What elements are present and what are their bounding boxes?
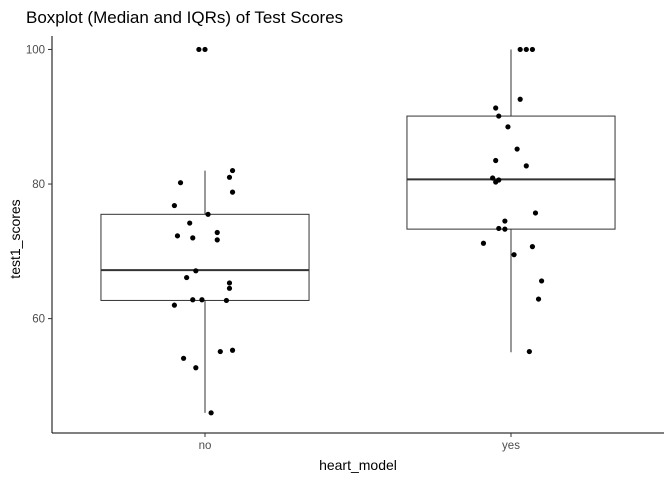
data-point-no-23	[180, 355, 187, 361]
data-point-no-9	[214, 229, 220, 236]
y-tick-label-80: 80	[32, 179, 45, 191]
data-point-no-1	[202, 46, 208, 53]
data-point-no-7	[205, 211, 211, 217]
data-point-no-3	[226, 174, 233, 180]
data-point-no-22	[217, 348, 223, 355]
data-point-no-2	[229, 167, 236, 174]
data-point-no-5	[229, 189, 236, 195]
y-tick-label-100: 100	[26, 44, 45, 56]
iqr-box-no	[100, 213, 310, 301]
data-point-yes-31	[496, 113, 502, 119]
data-point-no-0	[196, 46, 202, 53]
data-point-no-4	[177, 180, 184, 186]
data-point-yes-28	[529, 46, 536, 53]
data-point-no-15	[226, 280, 233, 286]
data-point-no-8	[187, 220, 193, 226]
data-point-yes-30	[493, 105, 499, 111]
data-point-yes-34	[493, 157, 499, 164]
data-point-yes-40	[502, 218, 508, 224]
data-point-yes-32	[505, 124, 511, 130]
data-point-yes-43	[480, 240, 487, 246]
data-point-no-12	[214, 237, 220, 243]
data-point-no-25	[208, 410, 214, 416]
data-point-no-19	[223, 297, 230, 304]
data-point-no-20	[171, 302, 177, 308]
data-point-no-6	[171, 202, 177, 209]
x-tick-label-no: no	[199, 440, 212, 452]
data-point-yes-26	[517, 46, 523, 53]
data-point-yes-41	[496, 225, 502, 232]
y-axis-label: test1_scores	[7, 199, 23, 278]
data-point-yes-47	[535, 296, 542, 302]
data-point-yes-33	[514, 146, 520, 152]
data-point-yes-29	[517, 96, 523, 102]
x-tick-label-yes: yes	[502, 440, 520, 452]
y-tick-label-60: 60	[32, 314, 45, 326]
data-point-yes-45	[511, 252, 517, 258]
axes-layer: 60 80 100 no yes	[26, 36, 664, 452]
data-point-no-10	[174, 233, 181, 239]
data-point-no-13	[193, 268, 199, 274]
data-point-yes-27	[523, 46, 529, 53]
data-point-no-18	[199, 297, 205, 303]
data-point-yes-36	[490, 175, 496, 181]
data-point-yes-39	[532, 210, 539, 216]
data-point-yes-42	[502, 226, 508, 232]
data-point-yes-46	[539, 278, 545, 284]
iqr-box-yes	[406, 115, 616, 230]
data-point-yes-35	[523, 163, 529, 169]
data-point-no-17	[190, 297, 196, 303]
data-point-no-24	[193, 365, 199, 371]
data-point-no-14	[184, 274, 190, 281]
data-point-no-16	[226, 285, 233, 291]
data-point-yes-38	[493, 179, 499, 185]
data-point-no-21	[229, 347, 236, 353]
data-point-yes-44	[529, 244, 536, 250]
points-layer	[171, 46, 545, 416]
data-point-no-11	[190, 235, 196, 241]
chart-title: Boxplot (Median and IQRs) of Test Scores	[26, 8, 343, 27]
data-point-yes-48	[526, 348, 532, 355]
boxes-layer	[100, 49, 616, 413]
x-axis-label: heart_model	[319, 457, 397, 473]
